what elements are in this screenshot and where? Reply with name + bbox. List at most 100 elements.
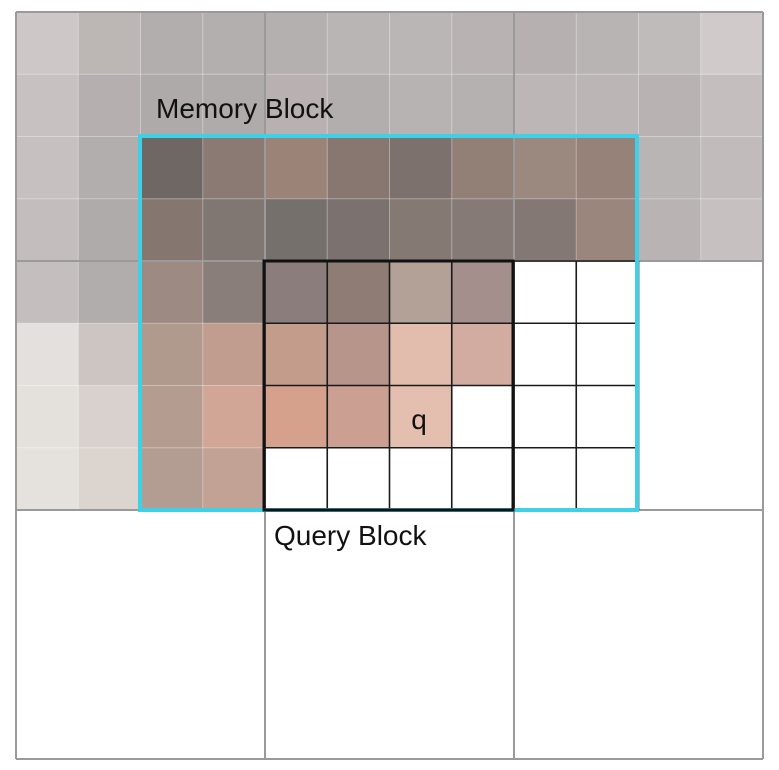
image-pixel: [514, 12, 577, 75]
image-pixel: [202, 510, 266, 573]
image-pixel: [451, 385, 515, 449]
image-pixel: [140, 696, 204, 760]
image-pixel: [576, 198, 640, 262]
image-pixel: [389, 136, 453, 200]
image-pixel: [202, 447, 266, 511]
image-pixel: [451, 12, 515, 75]
image-pixel: [514, 136, 577, 200]
image-pixel: [202, 74, 266, 138]
image-pixel: [78, 634, 142, 698]
image-pixel: [389, 510, 453, 573]
image-pixel: [638, 634, 702, 698]
image-pixel: [16, 510, 79, 573]
image-pixel: [576, 385, 640, 449]
image-pixel: [16, 12, 79, 75]
image-pixel: [16, 136, 79, 200]
image-pixel: [16, 323, 79, 387]
image-pixel: [202, 696, 266, 760]
image-pixel: [514, 696, 577, 760]
image-pixel: [514, 261, 577, 324]
memory-block-label: Memory Block: [156, 93, 334, 124]
image-pixel: [265, 12, 328, 75]
image-pixel: [638, 12, 702, 75]
image-pixel: [140, 510, 204, 573]
image-pixel: [327, 634, 391, 698]
image-pixel: [202, 261, 266, 324]
image-pixel: [451, 447, 515, 511]
image-pixel: [265, 74, 328, 138]
image-pixel: [700, 198, 764, 262]
image-pixel: [265, 136, 328, 200]
image-pixel: [576, 572, 640, 636]
image-pixel: [700, 12, 764, 75]
image-pixel: [576, 696, 640, 760]
image-pixel: [576, 510, 640, 573]
image-pixel: [576, 74, 640, 138]
image-pixel-grid: [16, 12, 764, 760]
image-pixel: [700, 634, 764, 698]
image-pixel: [265, 385, 328, 449]
query-pixel-label: q: [411, 404, 427, 435]
image-pixel: [16, 74, 79, 138]
query-block-outline: [262, 259, 515, 512]
image-pixel: [638, 696, 702, 760]
image-pixel: [140, 261, 204, 324]
image-pixel: [327, 198, 391, 262]
image-pixel: [389, 696, 453, 760]
image-pixel: [202, 385, 266, 449]
image-pixel: [514, 323, 577, 387]
image-pixel: [140, 136, 204, 200]
image-pixel: [140, 634, 204, 698]
image-pixel: [451, 198, 515, 262]
image-pixel: [389, 447, 453, 511]
image-pixel: [700, 323, 764, 387]
query-block-label: Query Block: [274, 520, 427, 551]
image-pixel: [202, 198, 266, 262]
image-pixel: [78, 447, 142, 511]
image-pixel: [327, 136, 391, 200]
image-pixel: [265, 323, 328, 387]
image-pixel: [327, 447, 391, 511]
image-pixel: [389, 198, 453, 262]
image-pixel: [202, 323, 266, 387]
image-pixel: [16, 447, 79, 511]
image-pixel: [451, 136, 515, 200]
image-pixel: [700, 261, 764, 324]
image-pixel: [140, 12, 204, 75]
image-pixel: [638, 136, 702, 200]
image-pixel: [700, 447, 764, 511]
image-pixel: [389, 323, 453, 387]
image-pixel: [265, 261, 328, 324]
image-pixel: [638, 323, 702, 387]
image-pixel: [78, 696, 142, 760]
image-pixel: [140, 447, 204, 511]
image-pixel: [514, 447, 577, 511]
image-pixel: [451, 74, 515, 138]
image-pixel: [327, 323, 391, 387]
image-pixel: [638, 385, 702, 449]
image-pixel: [514, 634, 577, 698]
image-pixel: [514, 74, 577, 138]
image-pixel: [78, 136, 142, 200]
image-pixel: [700, 136, 764, 200]
image-pixel: [700, 74, 764, 138]
image-pixel: [327, 261, 391, 324]
image-pixel: [16, 696, 79, 760]
image-pixel: [140, 323, 204, 387]
image-pixel: [514, 385, 577, 449]
image-pixel: [78, 198, 142, 262]
image-pixel: [16, 572, 79, 636]
image-pixel: [514, 198, 577, 262]
image-pixel: [700, 510, 764, 573]
image-pixel: [16, 385, 79, 449]
image-pixel: [202, 572, 266, 636]
image-pixel: [78, 385, 142, 449]
image-pixel: [451, 510, 515, 573]
image-pixel: [265, 510, 328, 573]
image-pixel: [700, 385, 764, 449]
image-pixel: [451, 323, 515, 387]
image-pixel: [327, 12, 391, 75]
image-pixel: [16, 198, 79, 262]
image-pixel: [576, 261, 640, 324]
